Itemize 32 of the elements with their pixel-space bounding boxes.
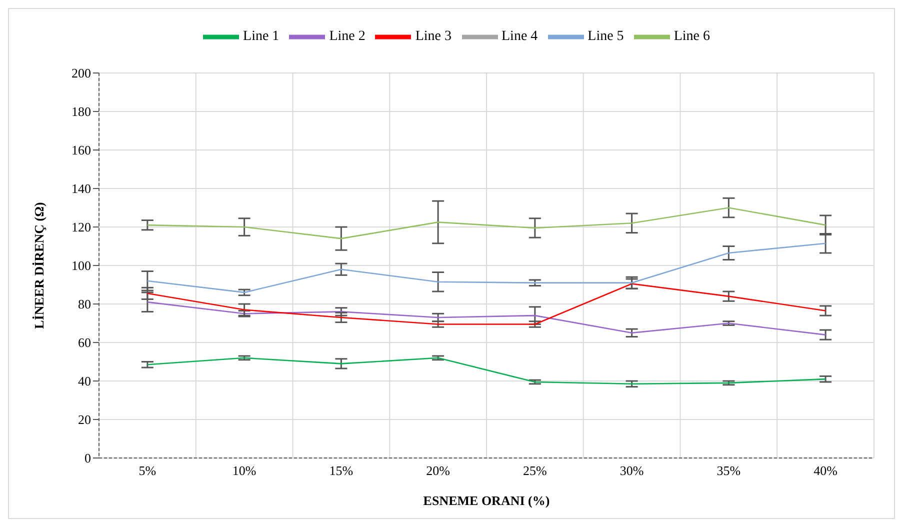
line-series [146,301,826,336]
y-tick-label: 20 [78,412,91,428]
y-tick-label: 100 [72,258,91,274]
x-axis-title: ESNEME ORANI (%) [423,493,550,508]
x-tick-label: 35% [716,463,741,478]
x-tick-label: 25% [523,463,548,478]
x-tick-label: 40% [814,463,838,478]
legend-label: Line 1 [243,29,280,44]
line-series [146,242,826,294]
line-series [146,207,826,240]
x-tick-label: 5% [138,463,156,478]
line-series [146,357,826,385]
x-tick-label: 15% [329,463,354,478]
x-tick-label: 20% [426,463,450,478]
legend-label: Line 4 [502,29,538,44]
y-axis-title: LİNEER DİRENÇ (Ω) [32,202,47,329]
y-tick-label: 120 [72,220,91,235]
x-tick-label: 30% [620,463,644,478]
y-tick-label: 80 [78,296,91,312]
y-tick-label: 40 [78,374,91,389]
y-tick-label: 180 [72,104,91,120]
line-series [146,283,826,325]
legend-label: Line 3 [415,29,452,44]
y-tick-label: 140 [72,181,91,196]
legend-label: Line 5 [588,29,624,44]
legend-label: Line 2 [329,29,366,44]
x-tick-label: 10% [232,463,256,478]
y-tick-label: 200 [72,66,91,81]
legend-label: Line 6 [674,29,710,44]
y-tick-label: 160 [72,142,91,158]
y-tick-label: 0 [84,450,91,466]
y-tick-label: 60 [78,335,91,350]
